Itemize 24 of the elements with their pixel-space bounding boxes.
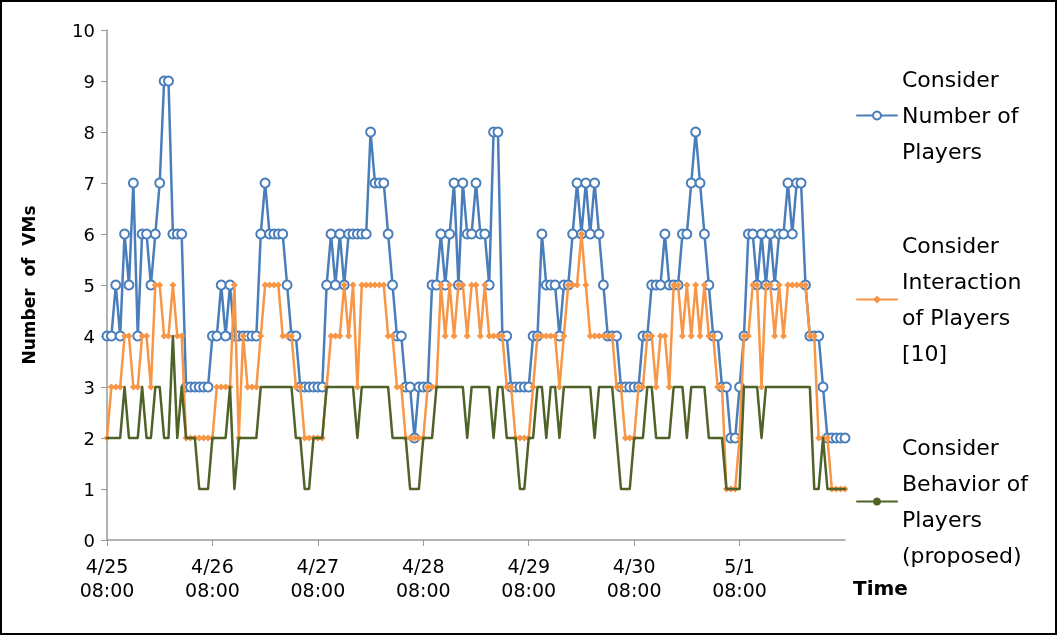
y-tick-label: 0: [83, 529, 95, 551]
legend-label: Consider Number of Players: [902, 67, 1026, 164]
x-tick-label: 4/27 08:00: [290, 555, 346, 601]
x-tick-label: 4/30 08:00: [606, 555, 662, 601]
y-tick-label: 2: [83, 427, 95, 449]
x-tick-label: 4/26 08:00: [185, 555, 240, 601]
y-tick-label: 5: [83, 274, 95, 296]
x-tick-label: 4/29 08:00: [501, 555, 557, 601]
x-tick-label: 4/25 08:00: [79, 555, 135, 601]
y-tick-label: 9: [83, 70, 95, 92]
x-axis-title: Time: [853, 576, 908, 600]
y-tick-label: 6: [83, 223, 95, 245]
x-tick-label: 4/28 08:00: [395, 555, 451, 601]
line-series: [105, 334, 847, 491]
legend-label: Consider Interaction of Players [10]: [902, 233, 1029, 366]
y-axis-title: Number of VMs: [18, 205, 39, 365]
y-tick-label: 8: [83, 121, 95, 143]
y-tick-label: 7: [83, 172, 95, 194]
y-tick-label: 4: [83, 325, 95, 347]
legend-label: Consider Behavior of Players (proposed): [902, 435, 1035, 568]
y-tick-label: 10: [72, 19, 95, 41]
y-tick-label: 1: [83, 478, 95, 500]
x-tick-label: 5/1 08:00: [712, 555, 767, 601]
y-tick-label: 3: [83, 376, 95, 398]
